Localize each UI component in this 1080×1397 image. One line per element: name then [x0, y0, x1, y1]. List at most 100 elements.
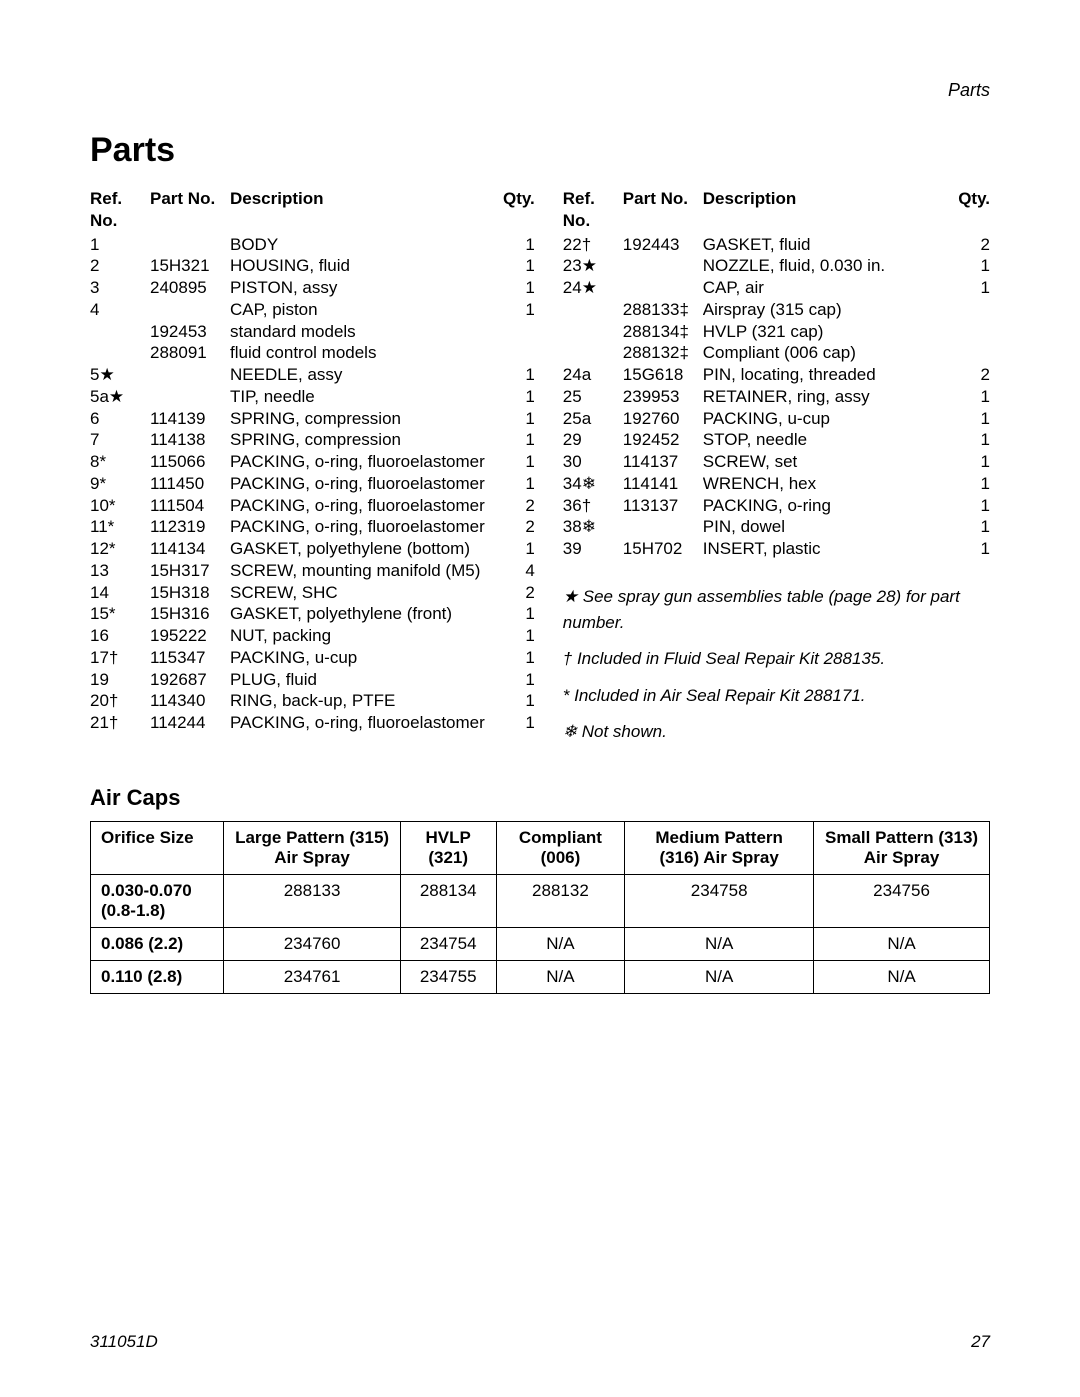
- cell-qty: 1: [485, 473, 535, 495]
- cell-ref: 14: [90, 582, 150, 604]
- aircaps-cell: N/A: [814, 928, 990, 961]
- cell-qty: 1: [485, 669, 535, 691]
- cell-desc: PLUG, fluid: [230, 669, 485, 691]
- cell-desc: SCREW, set: [703, 451, 940, 473]
- cell-desc: NEEDLE, assy: [230, 364, 485, 386]
- cell-part: 15H316: [150, 603, 230, 625]
- cell-part: 15H318: [150, 582, 230, 604]
- cell-desc: SCREW, SHC: [230, 582, 485, 604]
- cell-part: 192687: [150, 669, 230, 691]
- cell-part: [150, 386, 230, 408]
- parts-row: 20†114340RING, back-up, PTFE1: [90, 690, 535, 712]
- aircaps-cell: N/A: [496, 961, 625, 994]
- cell-desc: NUT, packing: [230, 625, 485, 647]
- cell-part: 15G618: [623, 364, 703, 386]
- cell-desc: Compliant (006 cap): [703, 342, 940, 364]
- cell-desc: PACKING, o-ring, fluoroelastomer: [230, 495, 485, 517]
- aircaps-cell: 234761: [224, 961, 400, 994]
- cell-part: 192453: [150, 321, 230, 343]
- hdr-desc: Description: [703, 188, 940, 232]
- cell-ref: 34❄: [563, 473, 623, 495]
- cell-qty: 1: [485, 386, 535, 408]
- hdr-ref-l2: No.: [563, 211, 590, 230]
- parts-row: 15*15H316GASKET, polyethylene (front)1: [90, 603, 535, 625]
- parts-row: 36†113137PACKING, o-ring1: [563, 495, 990, 517]
- footer-right: 27: [971, 1332, 990, 1352]
- cell-qty: 1: [485, 451, 535, 473]
- cell-part: 192443: [623, 234, 703, 256]
- cell-desc: CAP, piston: [230, 299, 485, 321]
- parts-row: 30114137SCREW, set1: [563, 451, 990, 473]
- cell-qty: [940, 321, 990, 343]
- parts-row: 11*112319PACKING, o-ring, fluoroelastome…: [90, 516, 535, 538]
- cell-part: 111450: [150, 473, 230, 495]
- cell-part: 113137: [623, 495, 703, 517]
- aircaps-cell: 234754: [400, 928, 496, 961]
- aircaps-col-header: HVLP (321): [400, 822, 496, 875]
- cell-ref: [90, 342, 150, 364]
- parts-row: 5★NEEDLE, assy1: [90, 364, 535, 386]
- cell-part: 114138: [150, 429, 230, 451]
- cell-qty: 1: [940, 538, 990, 560]
- parts-row: 10*111504PACKING, o-ring, fluoroelastome…: [90, 495, 535, 517]
- cell-qty: 1: [940, 408, 990, 430]
- parts-row: 24a15G618PIN, locating, threaded2: [563, 364, 990, 386]
- parts-header-left: Ref. No. Part No. Description Qty.: [90, 188, 535, 232]
- cell-part: 114244: [150, 712, 230, 734]
- parts-row: 22†192443GASKET, fluid2: [563, 234, 990, 256]
- parts-row: 21†114244PACKING, o-ring, fluoroelastome…: [90, 712, 535, 734]
- parts-row: 25239953RETAINER, ring, assy1: [563, 386, 990, 408]
- cell-qty: 1: [940, 516, 990, 538]
- aircaps-title: Air Caps: [90, 785, 990, 811]
- cell-qty: 1: [940, 386, 990, 408]
- aircaps-col-header: Small Pattern (313) Air Spray: [814, 822, 990, 875]
- cell-qty: 1: [485, 234, 535, 256]
- cell-desc: PACKING, o-ring, fluoroelastomer: [230, 473, 485, 495]
- cell-ref: 30: [563, 451, 623, 473]
- aircaps-cell: N/A: [625, 961, 814, 994]
- note-dagger: † Included in Fluid Seal Repair Kit 2881…: [563, 646, 990, 672]
- cell-part: 15H702: [623, 538, 703, 560]
- aircaps-cell: N/A: [625, 928, 814, 961]
- cell-part: 114134: [150, 538, 230, 560]
- parts-header-right: Ref. No. Part No. Description Qty.: [563, 188, 990, 232]
- cell-desc: SPRING, compression: [230, 429, 485, 451]
- hdr-qty: Qty.: [485, 188, 535, 232]
- cell-qty: 2: [940, 234, 990, 256]
- cell-ref: 15*: [90, 603, 150, 625]
- header-section: Parts: [90, 80, 990, 101]
- parts-col-left: Ref. No. Part No. Description Qty. 1BODY…: [90, 188, 535, 745]
- cell-ref: 9*: [90, 473, 150, 495]
- cell-qty: 1: [940, 451, 990, 473]
- aircaps-cell: 234755: [400, 961, 496, 994]
- cell-part: 112319: [150, 516, 230, 538]
- cell-desc: PISTON, assy: [230, 277, 485, 299]
- cell-part: 114139: [150, 408, 230, 430]
- cell-ref: 36†: [563, 495, 623, 517]
- cell-ref: 5a★: [90, 386, 150, 408]
- parts-row: 23★NOZZLE, fluid, 0.030 in.1: [563, 255, 990, 277]
- cell-qty: 1: [940, 277, 990, 299]
- note-snow: ❄ Not shown.: [563, 719, 990, 745]
- parts-row: 288132‡Compliant (006 cap): [563, 342, 990, 364]
- cell-qty: 1: [485, 429, 535, 451]
- hdr-part: Part No.: [150, 188, 230, 232]
- cell-part: 240895: [150, 277, 230, 299]
- cell-ref: 11*: [90, 516, 150, 538]
- cell-ref: 38❄: [563, 516, 623, 538]
- cell-desc: PACKING, o-ring, fluoroelastomer: [230, 451, 485, 473]
- cell-desc: NOZZLE, fluid, 0.030 in.: [703, 255, 940, 277]
- cell-desc: standard models: [230, 321, 485, 343]
- cell-part: 288134‡: [623, 321, 703, 343]
- hdr-qty: Qty.: [940, 188, 990, 232]
- parts-row: 6114139SPRING, compression1: [90, 408, 535, 430]
- parts-row: 1BODY1: [90, 234, 535, 256]
- parts-row: 288091fluid control models: [90, 342, 535, 364]
- hdr-ref-l2: No.: [90, 211, 117, 230]
- cell-qty: [485, 321, 535, 343]
- cell-part: 115347: [150, 647, 230, 669]
- parts-row: 1415H318SCREW, SHC2: [90, 582, 535, 604]
- cell-desc: PACKING, o-ring: [703, 495, 940, 517]
- cell-desc: PACKING, u-cup: [703, 408, 940, 430]
- cell-ref: 13: [90, 560, 150, 582]
